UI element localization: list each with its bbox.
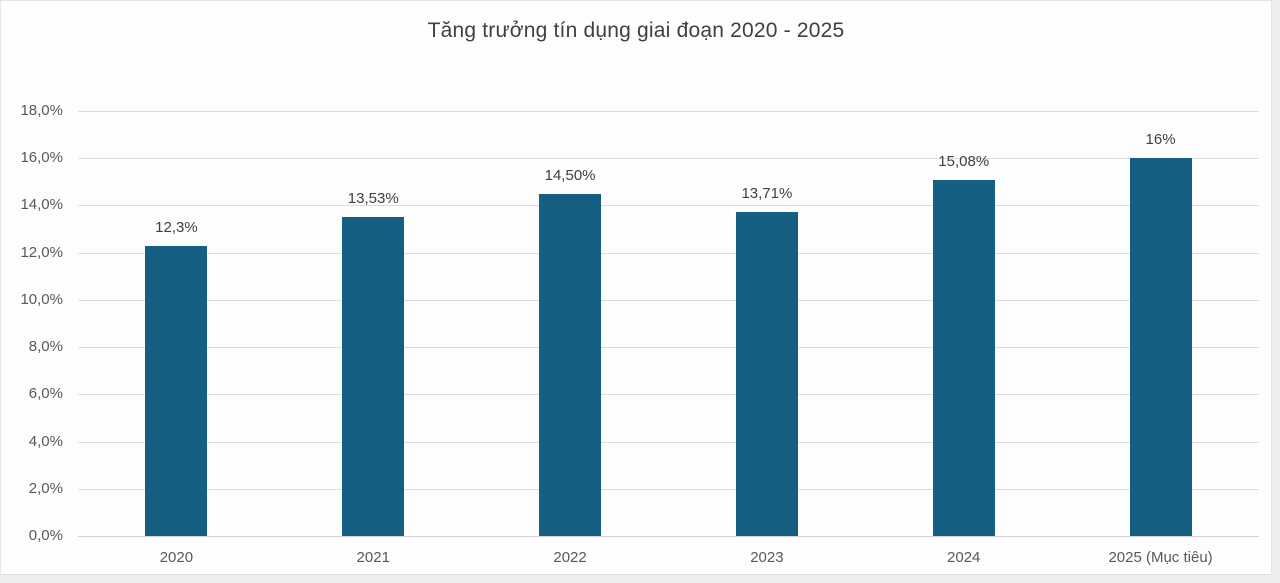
x-axis-line: [78, 536, 1259, 537]
bar-slot: 14,50%: [472, 111, 669, 536]
y-tick-label: 4,0%: [28, 432, 63, 450]
gridline: [78, 111, 1259, 112]
y-tick-label: 8,0%: [28, 338, 63, 356]
chart-title: Tăng trưởng tín dụng giai đoạn 2020 - 20…: [427, 19, 845, 42]
bar-value-label: 15,08%: [938, 152, 990, 170]
x-tick-label: 2021: [356, 549, 390, 566]
y-tick-label: 0,0%: [28, 527, 63, 544]
bar-value-label: 13,71%: [741, 185, 793, 203]
gridline: [78, 441, 1259, 443]
bar-2020: [145, 245, 208, 536]
bar-slot: 12,3%: [78, 111, 275, 536]
y-tick-label: 6,0%: [28, 385, 63, 403]
y-tick-label: 16,0%: [20, 149, 63, 167]
gridline: [78, 299, 1259, 301]
x-tick-label: 2025 (Mục tiêu): [1108, 549, 1213, 566]
bar-slot: 15,08%: [865, 111, 1062, 536]
x-tick-label: 2024: [947, 549, 981, 566]
y-tick-label: 12,0%: [20, 243, 63, 261]
bars-row: 12,3% 13,53% 14,50% 13,71% 15,08% 16%: [78, 111, 1259, 536]
gridline: [78, 252, 1259, 254]
bar-value-label: 16%: [1145, 131, 1176, 149]
gridline: [78, 394, 1259, 396]
bar-value-label: 12,3%: [155, 218, 198, 236]
gridline: [78, 347, 1259, 349]
plot-area: [78, 111, 1259, 537]
gridline: [78, 205, 1259, 207]
y-axis: 0,0% 2,0% 4,0% 6,0% 8,0% 10,0% 12,0% 14,0% 16,0%…: [1, 102, 63, 544]
x-tick-label: 2022: [553, 549, 587, 566]
bar-value-label: 13,53%: [347, 189, 399, 207]
bar-2023: [735, 212, 798, 536]
y-tick-label: 10,0%: [20, 290, 63, 308]
bar-slot: 13,71%: [668, 111, 865, 536]
bar-value-label: 14,50%: [544, 166, 596, 184]
x-tick-label: 2023: [750, 549, 784, 566]
gridline: [78, 488, 1259, 490]
x-axis: 2020 2021 2022 2023 2024 2025 (Mục tiêu): [78, 546, 1259, 570]
y-tick-label: 18,0%: [20, 102, 63, 119]
bar-2021: [342, 216, 405, 536]
gridline: [78, 158, 1259, 160]
x-tick-label: 2020: [159, 549, 194, 566]
bar-2022: [539, 193, 602, 536]
bar-2024: [932, 179, 995, 536]
bar-slot: 13,53%: [275, 111, 472, 536]
y-tick-label: 2,0%: [28, 479, 63, 497]
bar-2025-m-c-ti-u: [1129, 158, 1192, 536]
bar-slot: 16%: [1062, 111, 1259, 536]
y-tick-label: 14,0%: [20, 196, 63, 214]
